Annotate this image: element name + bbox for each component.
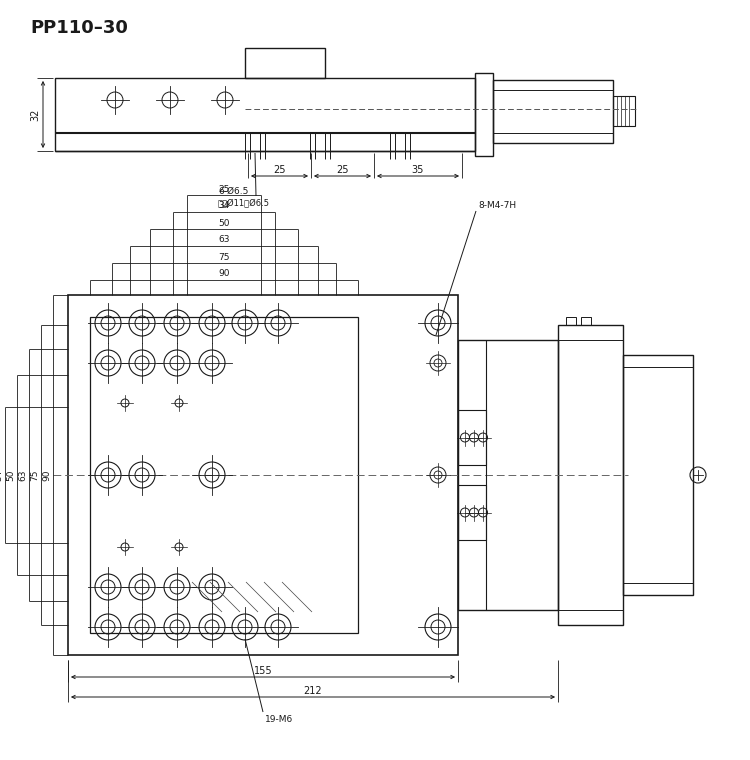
Bar — [90, 317, 358, 633]
Bar — [458, 410, 486, 465]
Bar — [68, 295, 458, 655]
Text: 75: 75 — [31, 469, 40, 481]
Text: 35: 35 — [412, 165, 424, 175]
Text: 32: 32 — [30, 109, 40, 121]
Text: 34: 34 — [0, 470, 4, 480]
Text: 8-M4-7H: 8-M4-7H — [478, 201, 516, 210]
Text: 25: 25 — [336, 165, 349, 175]
Bar — [458, 485, 486, 540]
Bar — [566, 317, 576, 325]
Text: 90: 90 — [218, 270, 229, 278]
Text: 34: 34 — [218, 201, 229, 211]
Bar — [493, 80, 613, 143]
Bar — [475, 73, 493, 156]
Bar — [458, 340, 558, 610]
Text: 沉孔Ø11深Ø6.5: 沉孔Ø11深Ø6.5 — [218, 198, 270, 207]
Text: 90: 90 — [43, 469, 52, 481]
Text: 63: 63 — [19, 469, 28, 481]
Text: 50: 50 — [7, 469, 16, 481]
Bar — [245, 48, 325, 78]
Text: 75: 75 — [218, 252, 229, 261]
Text: 155: 155 — [254, 666, 272, 676]
Bar — [581, 317, 591, 325]
Bar — [558, 325, 623, 625]
Text: 19-M6: 19-M6 — [265, 715, 293, 724]
Text: 50: 50 — [218, 219, 229, 227]
Text: 25: 25 — [218, 185, 229, 194]
Bar — [55, 78, 475, 151]
Text: 6-Ø6.5: 6-Ø6.5 — [218, 186, 248, 195]
Text: 25: 25 — [273, 165, 286, 175]
Text: 63: 63 — [218, 236, 229, 245]
Bar — [623, 355, 693, 595]
Bar — [613, 96, 635, 126]
Text: PP110–30: PP110–30 — [30, 19, 128, 37]
Text: 212: 212 — [304, 686, 322, 696]
